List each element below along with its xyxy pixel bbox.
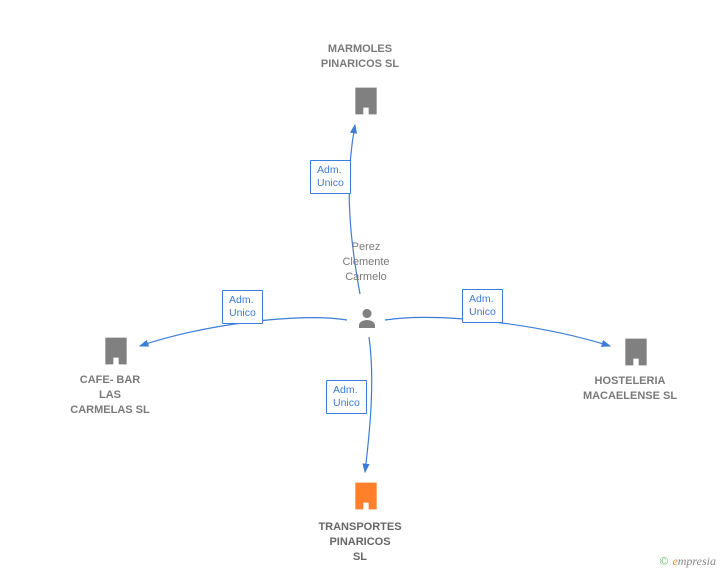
edge-label-top: Adm.Unico <box>310 160 351 194</box>
edge-label-left: Adm.Unico <box>222 290 263 324</box>
node-label-top: MARMOLESPINARICOS SL <box>300 42 420 72</box>
edge-label-right: Adm.Unico <box>462 289 503 323</box>
copyright-symbol: © <box>659 554 668 568</box>
node-label-right: HOSTELERIAMACAELENSE SL <box>570 374 690 404</box>
watermark: ©empresia <box>659 554 716 569</box>
building-icon <box>350 480 382 512</box>
brand-rest: mpresia <box>678 554 716 568</box>
node-label-left: CAFE- BARLASCARMELAS SL <box>50 373 170 418</box>
edge-label-bottom: Adm.Unico <box>326 380 367 414</box>
person-icon <box>355 305 379 331</box>
building-icon <box>620 336 652 368</box>
building-icon <box>350 85 382 117</box>
building-icon <box>100 335 132 367</box>
node-label-center: PerezClementeCarmelo <box>306 240 426 285</box>
node-label-bottom: TRANSPORTESPINARICOSSL <box>300 520 420 565</box>
